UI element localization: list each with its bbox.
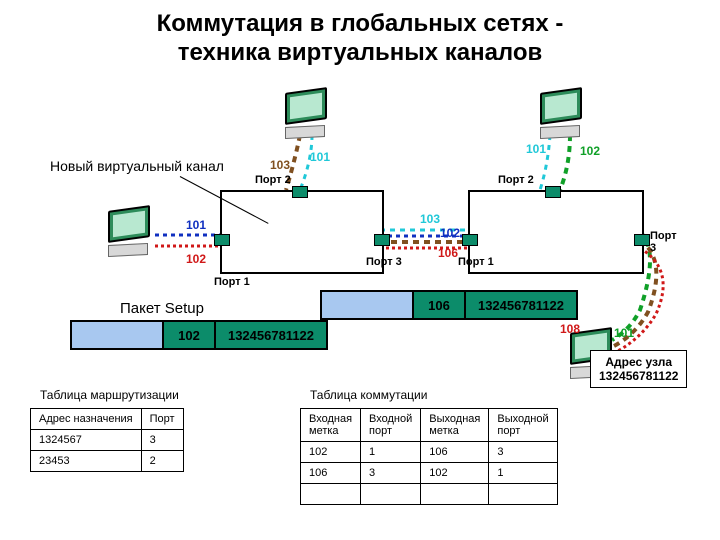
switch2-port3 bbox=[634, 234, 650, 246]
packet-setup-label: Пакет Setup bbox=[120, 300, 204, 317]
packet-right-tag: 106 bbox=[414, 292, 466, 318]
routing-r0-dest: 1324567 bbox=[31, 430, 142, 451]
commut-header: Входная метка Входной порт Выходная метк… bbox=[301, 409, 558, 442]
switch2-port1 bbox=[462, 234, 478, 246]
pc-top-left bbox=[285, 90, 335, 135]
packet-left-addr: 132456781122 bbox=[216, 322, 326, 348]
routing-r1-port: 2 bbox=[141, 451, 183, 472]
commut-row-empty bbox=[301, 484, 558, 505]
switch2-port2 bbox=[545, 186, 561, 198]
routing-h-dest: Адрес назначения bbox=[31, 409, 142, 430]
routing-table: Адрес назначения Порт 1324567 3 23453 2 bbox=[30, 408, 184, 472]
commut-h-outport: Выходной порт bbox=[489, 409, 557, 442]
sw2-port1-label: Порт 1 bbox=[458, 256, 494, 268]
node-address-title: Адрес узла bbox=[605, 355, 672, 369]
page-title: Коммутация в глобальных сетях - техника … bbox=[0, 0, 720, 68]
routing-caption: Таблица маршрутизации bbox=[40, 388, 179, 402]
routing-r0-port: 3 bbox=[141, 430, 183, 451]
vc-103-b: 103 bbox=[420, 212, 440, 226]
vc-101-c: 101 bbox=[526, 142, 546, 156]
packet-left-tag: 102 bbox=[164, 322, 216, 348]
commut-r1-il: 106 bbox=[301, 463, 361, 484]
packet-left-pad bbox=[72, 322, 164, 348]
commut-h-inlabel: Входная метка bbox=[301, 409, 361, 442]
commut-r0-ip: 1 bbox=[361, 442, 421, 463]
routing-r1-dest: 23453 bbox=[31, 451, 142, 472]
packet-right-addr: 132456781122 bbox=[466, 292, 576, 318]
commut-r0-ol: 106 bbox=[421, 442, 489, 463]
commut-r1-op: 1 bbox=[489, 463, 557, 484]
vc-108: 108 bbox=[560, 322, 580, 336]
sw2-port2-label: Порт 2 bbox=[498, 174, 534, 186]
node-address-value: 132456781122 bbox=[599, 369, 678, 383]
sw1-port1-label: Порт 1 bbox=[214, 276, 250, 288]
switch-2 bbox=[468, 190, 644, 274]
commut-r1-ip: 3 bbox=[361, 463, 421, 484]
commut-r1-ol: 102 bbox=[421, 463, 489, 484]
packet-right-pad bbox=[322, 292, 414, 318]
routing-header: Адрес назначения Порт bbox=[31, 409, 184, 430]
switch1-port1 bbox=[214, 234, 230, 246]
switch-1 bbox=[220, 190, 384, 274]
routing-row: 23453 2 bbox=[31, 451, 184, 472]
pc-left bbox=[108, 208, 158, 253]
switch1-port3 bbox=[374, 234, 390, 246]
vc-106-a: 106 bbox=[438, 246, 458, 260]
routing-row: 1324567 3 bbox=[31, 430, 184, 451]
pc-top-right bbox=[540, 90, 590, 135]
switch1-port2 bbox=[292, 186, 308, 198]
title-line2: техника виртуальных каналов bbox=[178, 39, 543, 66]
sw1-port3-label: Порт 3 bbox=[366, 256, 402, 268]
packet-left: 102 132456781122 bbox=[70, 320, 328, 350]
vc-103-a: 103 bbox=[270, 158, 290, 172]
vc-101-a: 101 bbox=[186, 218, 206, 232]
commut-h-inport: Входной порт bbox=[361, 409, 421, 442]
commut-caption: Таблица коммутации bbox=[310, 388, 427, 402]
vc-102-c: 102 bbox=[580, 144, 600, 158]
sw2-port3-label: Порт 3 bbox=[650, 230, 677, 254]
commut-r0-op: 3 bbox=[489, 442, 557, 463]
vc-101-b: 101 bbox=[310, 150, 330, 164]
sw1-port2-label: Порт 2 bbox=[255, 174, 291, 186]
commut-table: Входная метка Входной порт Выходная метк… bbox=[300, 408, 558, 505]
vc-102-b: 102 bbox=[440, 226, 460, 240]
commut-h-outlabel: Выходная метка bbox=[421, 409, 489, 442]
title-line1: Коммутация в глобальных сетях - bbox=[157, 10, 564, 37]
vc-101-d: 101 bbox=[614, 326, 634, 340]
commut-row: 102 1 106 3 bbox=[301, 442, 558, 463]
packet-right: 106 132456781122 bbox=[320, 290, 578, 320]
new-vc-label: Новый виртуальный канал bbox=[50, 158, 224, 174]
commut-row: 106 3 102 1 bbox=[301, 463, 558, 484]
node-address-box: Адрес узла 132456781122 bbox=[590, 350, 687, 388]
routing-h-port: Порт bbox=[141, 409, 183, 430]
vc-102-a: 102 bbox=[186, 252, 206, 266]
commut-r0-il: 102 bbox=[301, 442, 361, 463]
